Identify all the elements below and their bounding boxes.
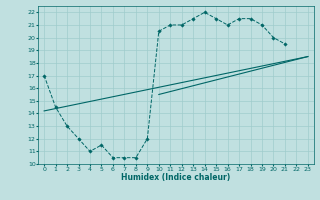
X-axis label: Humidex (Indice chaleur): Humidex (Indice chaleur) <box>121 173 231 182</box>
